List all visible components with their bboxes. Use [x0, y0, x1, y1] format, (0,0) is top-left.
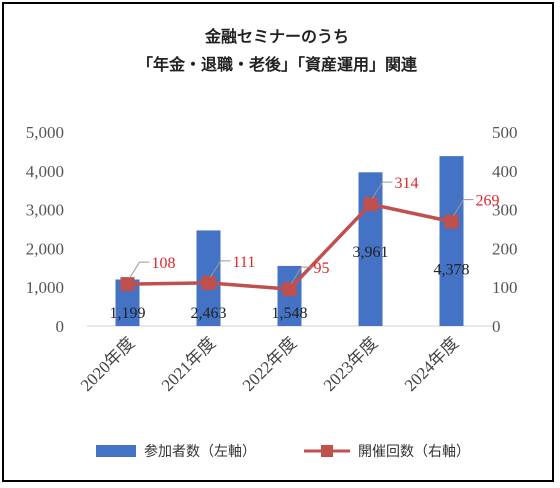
- y-left-tick-label: 1,000: [26, 278, 64, 297]
- y-left-tick-label: 3,000: [26, 201, 64, 220]
- bar-data-label: 3,961: [353, 244, 389, 261]
- y-right-tick-label: 100: [492, 278, 518, 297]
- line-marker: [282, 282, 297, 297]
- line-label-leader: [129, 261, 150, 279]
- legend-line-marker: [321, 445, 333, 457]
- y-right-tick-label: 0: [492, 317, 501, 336]
- bar-data-label: 1,199: [110, 305, 146, 322]
- bar-data-label: 2,463: [191, 305, 227, 322]
- line-label-leader: [210, 260, 231, 278]
- y-right-tick-label: 200: [492, 239, 518, 258]
- line-data-label: 269: [476, 193, 500, 210]
- y-left-tick-label: 0: [56, 317, 65, 336]
- line-data-label: 314: [395, 175, 419, 192]
- chart-title-line-1: 金融セミナーのうち: [204, 27, 349, 46]
- bar-data-label: 4,378: [434, 262, 470, 279]
- line-data-label: 108: [152, 255, 176, 272]
- legend-bar-swatch: [96, 445, 136, 457]
- chart-frame: 金融セミナーのうち 「年金・退職・老後」「資産運用」関連 0 1,000 2,000…: [2, 2, 554, 482]
- y-right-tick-label: 500: [492, 123, 518, 142]
- y-left-tick-label: 5,000: [26, 123, 64, 142]
- x-tick-label: 2023年度: [320, 333, 382, 395]
- x-tick-label: 2021年度: [158, 333, 220, 395]
- line-marker: [120, 277, 135, 292]
- line-marker: [444, 214, 459, 229]
- line-label-leader: [372, 181, 393, 199]
- legend-line-label: 開催回数（右軸）: [358, 444, 470, 460]
- chart-svg: 金融セミナーのうち 「年金・退職・老後」「資産運用」関連 0 1,000 2,000…: [26, 27, 518, 460]
- line-data-label: 95: [314, 260, 330, 277]
- legend: 参加者数（左軸） 開催回数（右軸）: [96, 443, 470, 460]
- x-tick-label: 2020年度: [77, 333, 139, 395]
- bar-data-label: 1,548: [272, 305, 308, 322]
- chart-title-line-2: 「年金・退職・老後」「資産運用」関連: [137, 55, 418, 74]
- line-label-leader: [291, 266, 312, 284]
- y-right-tick-label: 400: [492, 162, 518, 181]
- x-tick-label: 2022年度: [239, 333, 301, 395]
- legend-bar-label: 参加者数（左軸）: [144, 443, 256, 460]
- line-data-label: 111: [233, 254, 256, 271]
- y-left-tick-label: 4,000: [26, 162, 64, 181]
- line-marker: [363, 197, 378, 212]
- y-right-tick-label: 300: [492, 201, 518, 220]
- line-label-leader: [453, 199, 474, 216]
- bar: [439, 156, 464, 326]
- plot-area: 0 1,000 2,000 3,000 4,000 5,000 0 100 200 300 400 5…: [26, 123, 518, 395]
- y-left-tick-label: 2,000: [26, 239, 64, 258]
- line-marker: [201, 275, 216, 290]
- x-tick-label: 2024年度: [401, 333, 463, 395]
